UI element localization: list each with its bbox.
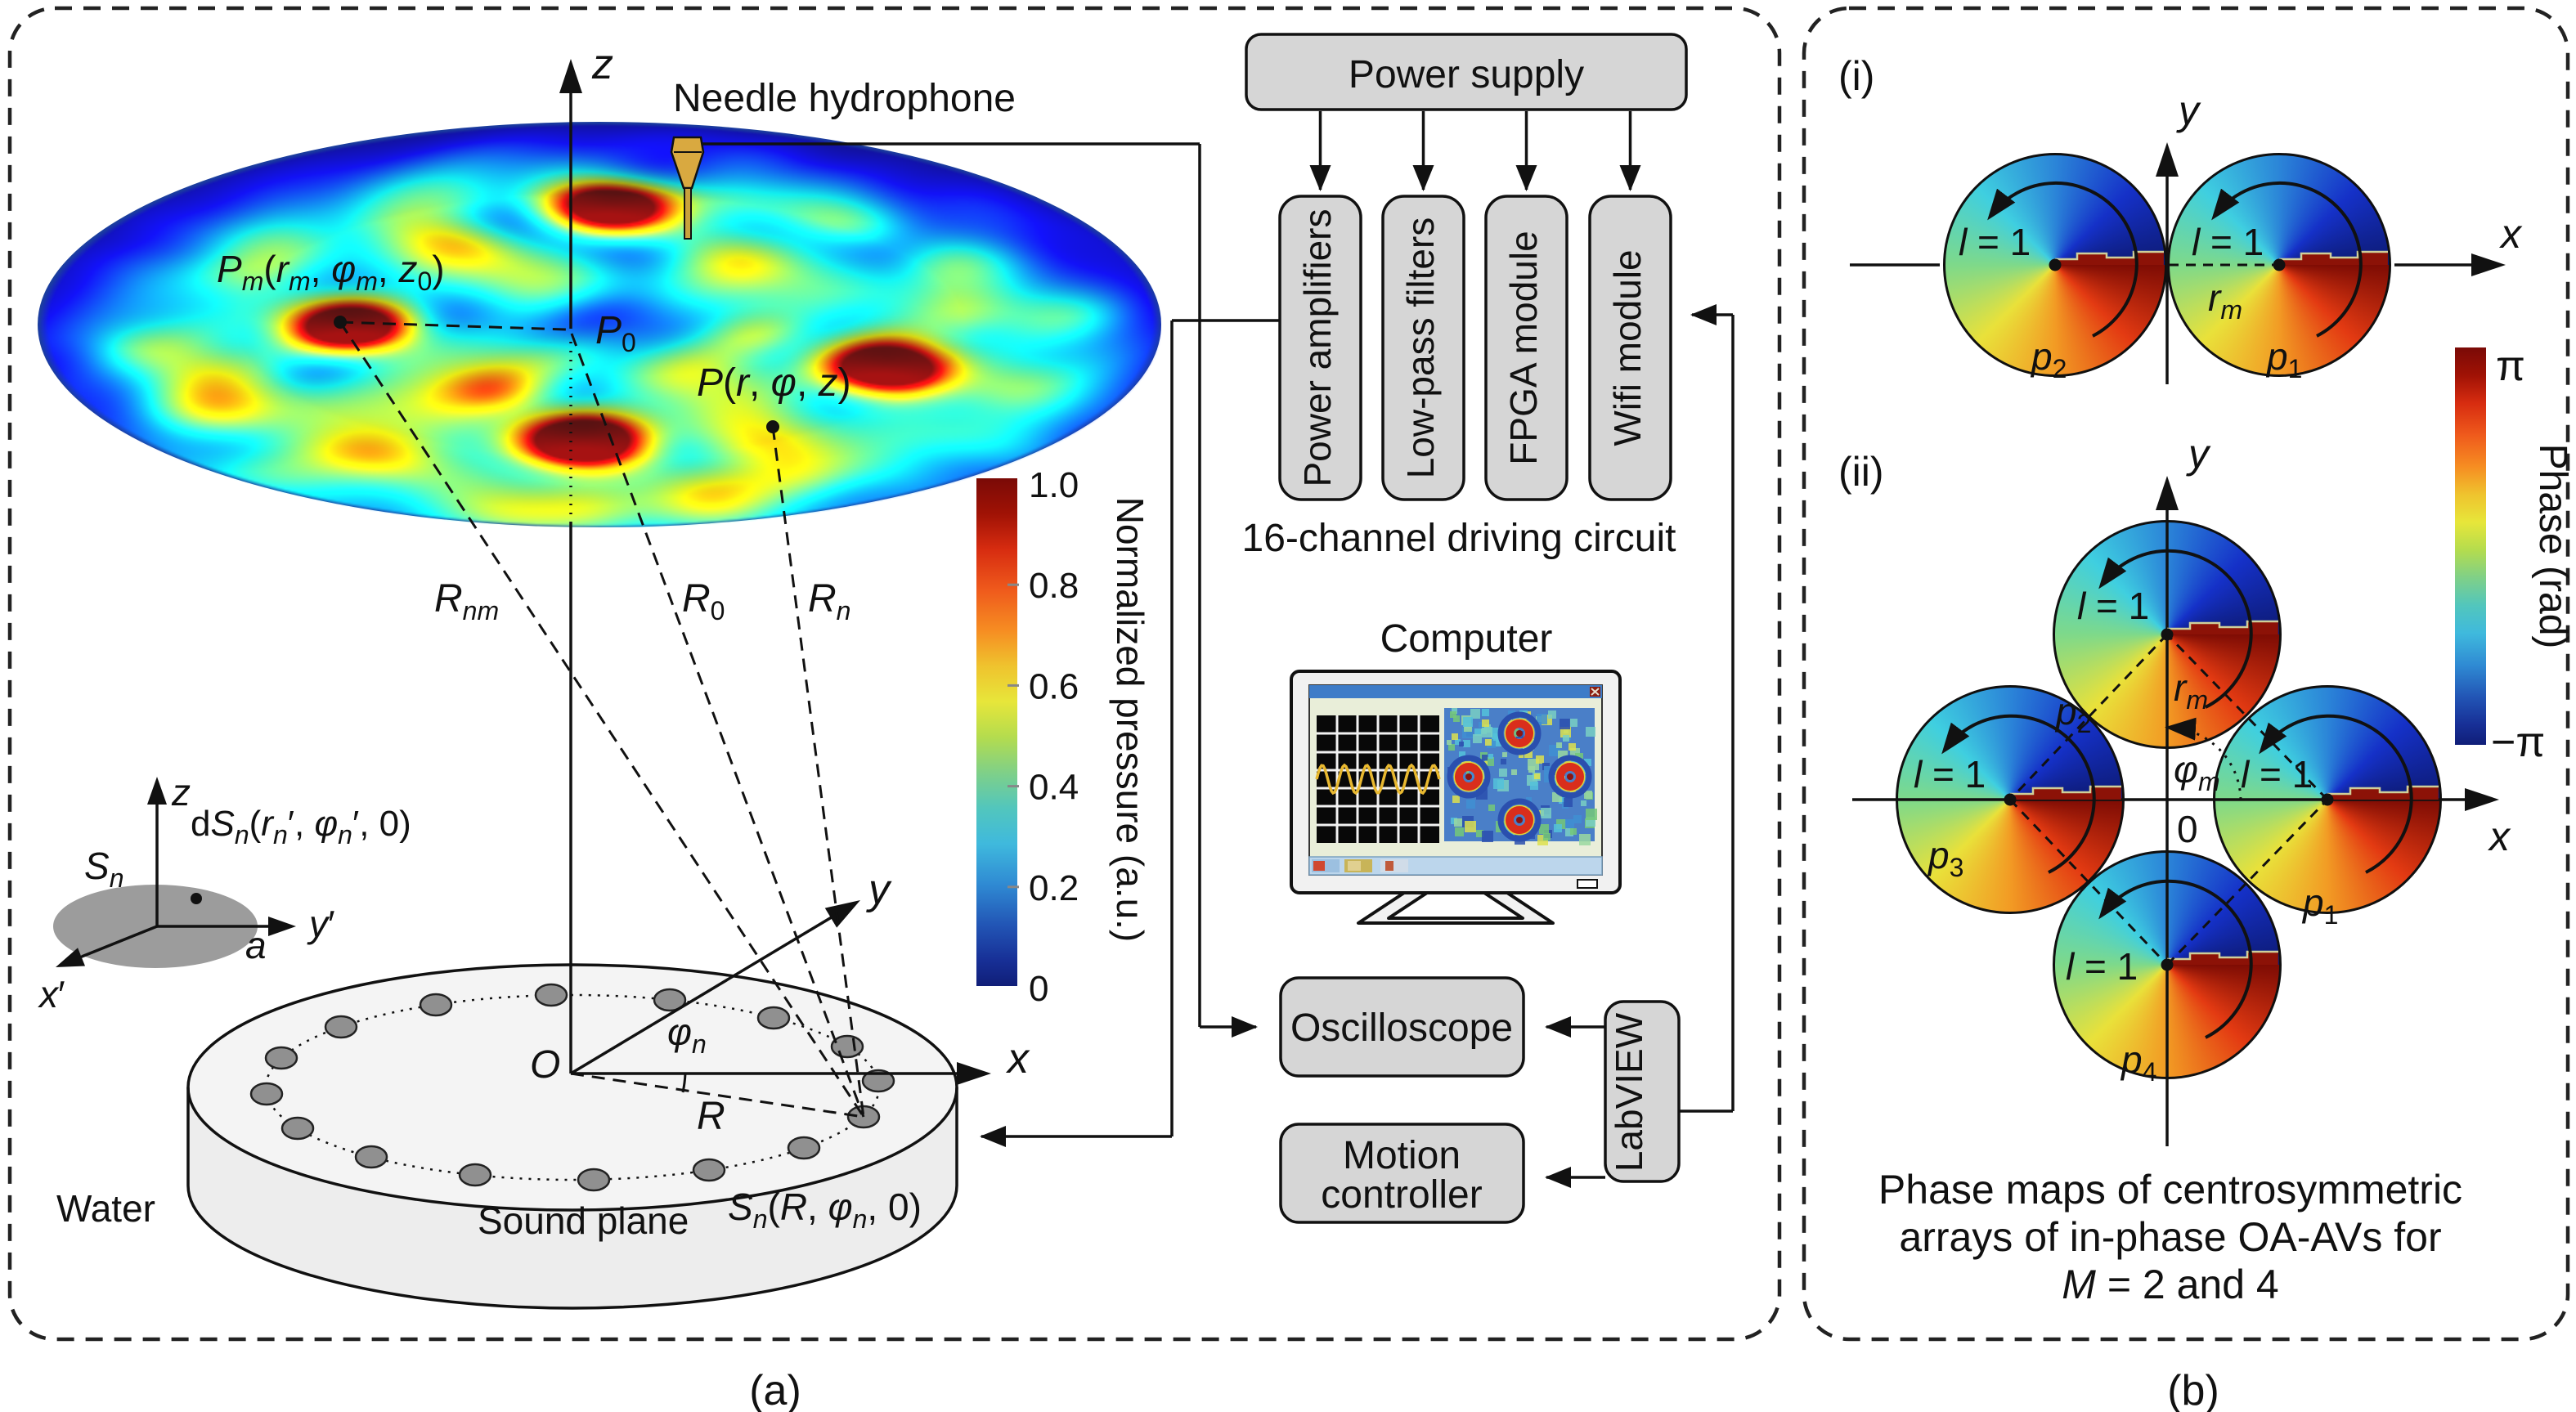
svg-text:Low-pass filters: Low-pass filters (1399, 217, 1442, 479)
svg-text:a: a (245, 924, 267, 966)
svg-text:p1​: p1​ (2265, 335, 2302, 383)
svg-text:0.8: 0.8 (1029, 566, 1079, 606)
svg-text:P0​: P0​ (595, 309, 636, 357)
svg-text:0.6: 0.6 (1029, 666, 1079, 706)
svg-text:x: x (2499, 211, 2523, 257)
svg-text:dSn​(rn​′, φn​′, 0): dSn​(rn​′, φn​′, 0) (191, 804, 411, 849)
svg-text:p2​: p2​ (2030, 335, 2067, 383)
svg-text:P(r, φ, z): P(r, φ, z) (697, 361, 851, 405)
svg-text:0: 0 (2177, 808, 2198, 850)
svg-text:Sound plane: Sound plane (478, 1199, 689, 1242)
svg-text:x: x (1005, 1035, 1030, 1083)
svg-text:z: z (171, 771, 191, 814)
svg-text:p3​: p3​ (1927, 834, 1963, 882)
svg-text:l = 1: l = 1 (1914, 753, 1986, 796)
svg-text:Rn​: Rn​ (808, 577, 850, 625)
svg-text:arrays of in-phase OA-AVs for: arrays of in-phase OA-AVs for (1899, 1214, 2441, 1260)
svg-text:(b): (b) (2167, 1367, 2219, 1412)
svg-text:x: x (2488, 814, 2511, 859)
svg-text:Motion: Motion (1343, 1134, 1461, 1177)
svg-text:Oscilloscope: Oscilloscope (1290, 1006, 1513, 1050)
svg-text:p1​: p1​ (2301, 881, 2338, 930)
svg-text:p2​: p2​ (2054, 690, 2091, 738)
svg-text:Phase maps of centrosymmetric: Phase maps of centrosymmetric (1878, 1167, 2462, 1213)
svg-text:l = 1: l = 1 (2241, 753, 2313, 796)
svg-text:(a): (a) (749, 1367, 801, 1412)
svg-text:l = 1: l = 1 (2192, 221, 2264, 263)
svg-text:M = 2 and 4: M = 2 and 4 (2062, 1262, 2278, 1307)
svg-text:Sn​: Sn​ (84, 845, 123, 893)
svg-text:y: y (2176, 87, 2201, 133)
svg-text:rm​: rm​ (2208, 276, 2242, 325)
svg-text:16-channel driving circuit: 16-channel driving circuit (1242, 517, 1676, 560)
svg-text:y: y (866, 866, 892, 913)
svg-text:Rnm​: Rnm​ (434, 577, 499, 625)
svg-text:z: z (591, 41, 613, 88)
svg-text:Water: Water (56, 1187, 155, 1230)
svg-text:1.0: 1.0 (1029, 465, 1079, 505)
svg-text:O: O (530, 1043, 560, 1087)
svg-text:Needle hydrophone: Needle hydrophone (673, 77, 1016, 120)
svg-text:Phase (rad): Phase (rad) (2531, 444, 2574, 649)
svg-text:y′: y′ (307, 903, 335, 945)
svg-text:Wifi module: Wifi module (1606, 249, 1649, 446)
svg-text:x′: x′ (38, 973, 65, 1015)
svg-text:R: R (697, 1095, 725, 1138)
svg-text:−π: −π (2491, 719, 2545, 766)
svg-text:0.4: 0.4 (1029, 768, 1079, 808)
svg-text:l = 1: l = 1 (2066, 945, 2138, 988)
svg-text:controller: controller (1321, 1173, 1482, 1217)
svg-text:φn​: φn​ (667, 1011, 707, 1059)
svg-text:l = 1: l = 1 (2077, 585, 2149, 627)
svg-text:l = 1: l = 1 (1959, 221, 2031, 263)
svg-text:(i): (i) (1838, 53, 1874, 99)
svg-text:rm​: rm​ (2174, 666, 2208, 715)
svg-text:(ii): (ii) (1838, 449, 1884, 495)
svg-text:p4​: p4​ (2120, 1038, 2156, 1087)
svg-text:R0​: R0​ (682, 577, 725, 625)
svg-text:Power amplifiers: Power amplifiers (1296, 209, 1339, 487)
svg-text:Power supply: Power supply (1349, 53, 1584, 96)
svg-text:φm​: φm​ (2174, 748, 2220, 796)
svg-text:Computer: Computer (1380, 617, 1553, 661)
svg-text:Normalized pressure (a.u.): Normalized pressure (a.u.) (1109, 497, 1151, 943)
svg-text:0.2: 0.2 (1029, 868, 1079, 908)
svg-text:0: 0 (1029, 969, 1048, 1009)
svg-text:FPGA module: FPGA module (1502, 231, 1545, 464)
svg-text:Pm​(rm​, φm​, z0​): Pm​(rm​, φm​, z0​) (217, 248, 445, 296)
svg-text:y: y (2186, 431, 2211, 477)
svg-text:LabVIEW: LabVIEW (1608, 1012, 1650, 1172)
svg-text:π: π (2496, 343, 2525, 390)
